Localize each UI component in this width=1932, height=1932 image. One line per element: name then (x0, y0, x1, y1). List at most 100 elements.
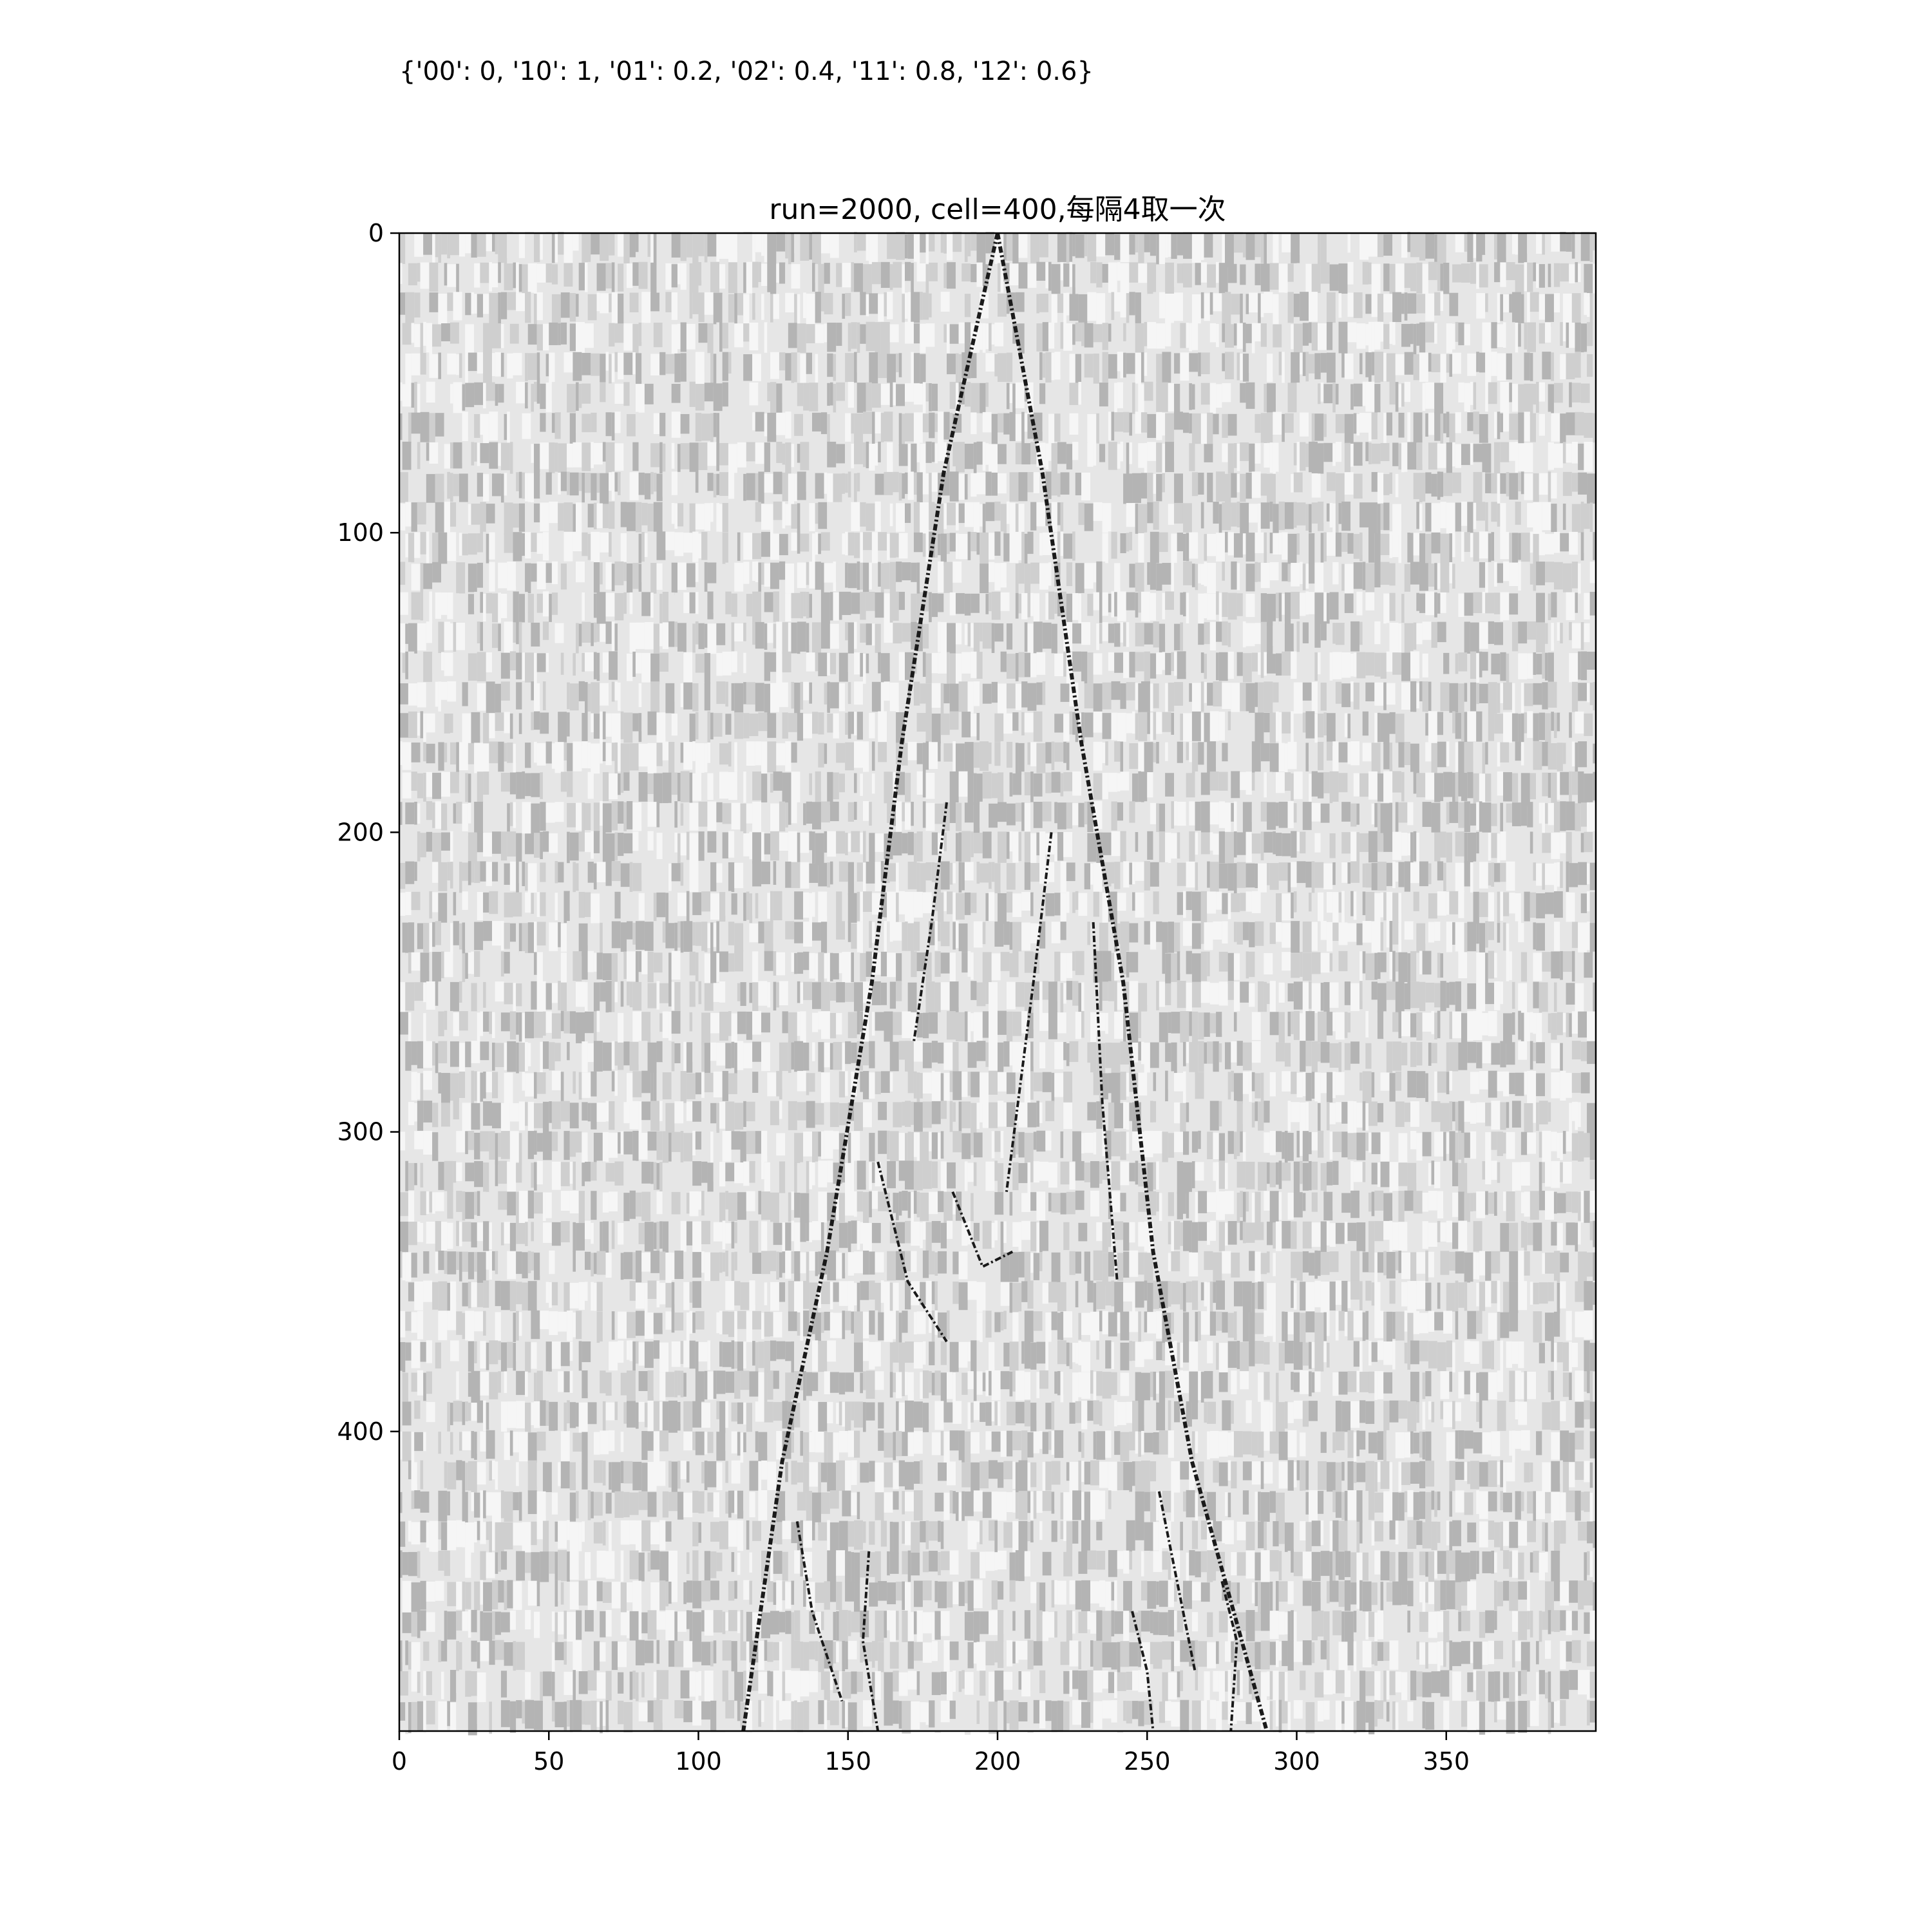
heatmap-cell (459, 862, 462, 894)
heatmap-cell (1476, 831, 1479, 854)
heatmap-cell (1557, 622, 1560, 641)
heatmap-cell (1482, 802, 1492, 833)
heatmap-cell (929, 293, 932, 317)
heatmap-cell (716, 532, 723, 553)
heatmap-cell (656, 743, 663, 766)
heatmap-cell (1401, 652, 1411, 681)
heatmap-cell (689, 381, 696, 407)
heatmap-cell (1365, 563, 1375, 593)
heatmap-cell (1416, 623, 1423, 645)
heatmap-cell (1036, 743, 1046, 773)
heatmap-cell (1302, 323, 1309, 346)
heatmap-cell (593, 622, 597, 643)
heatmap-cell (474, 413, 480, 438)
heatmap-cell (600, 711, 603, 743)
heatmap-cell (1138, 923, 1144, 954)
heatmap-cell (531, 712, 535, 730)
heatmap-cell (1174, 922, 1180, 952)
heatmap-cell (1482, 322, 1492, 355)
heatmap-cell (1374, 652, 1381, 677)
heatmap-cell (1282, 234, 1291, 252)
heatmap-cell (1500, 862, 1506, 882)
heatmap-cell (480, 262, 489, 283)
heatmap-cell (982, 264, 989, 287)
heatmap-cell (500, 292, 507, 319)
heatmap-cell (432, 324, 442, 347)
heatmap-cell (785, 564, 795, 594)
heatmap-cell (998, 294, 1007, 317)
heatmap-cell (1500, 592, 1504, 621)
heatmap-cell (913, 891, 923, 918)
heatmap-cell (1093, 683, 1103, 714)
heatmap-cell (444, 652, 453, 676)
heatmap-cell (1060, 952, 1066, 981)
heatmap-cell (866, 234, 869, 261)
heatmap-cell (920, 292, 923, 320)
heatmap-cell (1371, 352, 1375, 375)
heatmap-cell (770, 442, 777, 475)
heatmap-cell (587, 504, 594, 527)
heatmap-cell (1284, 353, 1291, 375)
heatmap-cell (916, 743, 923, 764)
heatmap-cell (1209, 832, 1213, 851)
heatmap-cell (1126, 833, 1135, 855)
heatmap-cell (629, 592, 633, 614)
heatmap-cell (1236, 832, 1246, 855)
heatmap-cell (1515, 442, 1519, 473)
heatmap-cell (629, 862, 633, 894)
heatmap-cell (719, 892, 726, 922)
heatmap-cell (1102, 263, 1108, 283)
heatmap-cell (1389, 592, 1396, 621)
heatmap-cell (513, 622, 516, 643)
heatmap-cell (408, 952, 412, 974)
heatmap-cell (991, 413, 998, 446)
heatmap-cell (916, 713, 926, 732)
heatmap-cell (560, 383, 567, 404)
heatmap-cell (1518, 923, 1524, 943)
heatmap-cell (848, 833, 851, 852)
heatmap-cell (860, 652, 863, 677)
heatmap-cell (1449, 382, 1459, 412)
heatmap-cell (707, 623, 717, 656)
heatmap-cell (854, 621, 857, 649)
heatmap-cell (1560, 471, 1563, 497)
heatmap-cell (1159, 891, 1168, 909)
heatmap-cell (468, 564, 477, 592)
heatmap-cell (518, 923, 522, 954)
heatmap-cell (665, 683, 675, 714)
heatmap-cell (871, 383, 881, 408)
heatmap-cell (1102, 561, 1106, 594)
heatmap-cell (1222, 353, 1226, 372)
heatmap-cell (1123, 801, 1130, 822)
heatmap-cell (627, 563, 633, 593)
heatmap-cell (1524, 683, 1533, 706)
heatmap-cell (522, 652, 526, 681)
heatmap-cell (854, 952, 860, 982)
heatmap-cell (707, 562, 717, 583)
heatmap-cell (1227, 711, 1231, 730)
heatmap-cell (955, 261, 962, 294)
heatmap-cell (1165, 442, 1175, 474)
heatmap-cell (1174, 262, 1177, 287)
heatmap-cell (680, 771, 690, 802)
heatmap-cell (1111, 591, 1115, 618)
heatmap-cell (707, 442, 717, 466)
heatmap-cell (1503, 712, 1512, 743)
heatmap-cell (707, 861, 711, 889)
heatmap-cell (809, 682, 813, 704)
heatmap-cell (884, 562, 890, 589)
heatmap-cell (829, 502, 839, 522)
heatmap-cell (1117, 591, 1126, 621)
heatmap-cell (399, 741, 402, 765)
heatmap-cell (1407, 533, 1411, 563)
heatmap-cell (722, 803, 732, 824)
heatmap-cell (1209, 862, 1219, 895)
heatmap-cell (929, 473, 932, 504)
heatmap-cell (560, 923, 567, 952)
heatmap-cell (791, 504, 797, 529)
heatmap-cell (1491, 322, 1497, 348)
heatmap-cell (1153, 473, 1157, 494)
heatmap-cell (1096, 561, 1103, 593)
heatmap-cell (1030, 592, 1034, 616)
heatmap-cell (1156, 803, 1159, 833)
